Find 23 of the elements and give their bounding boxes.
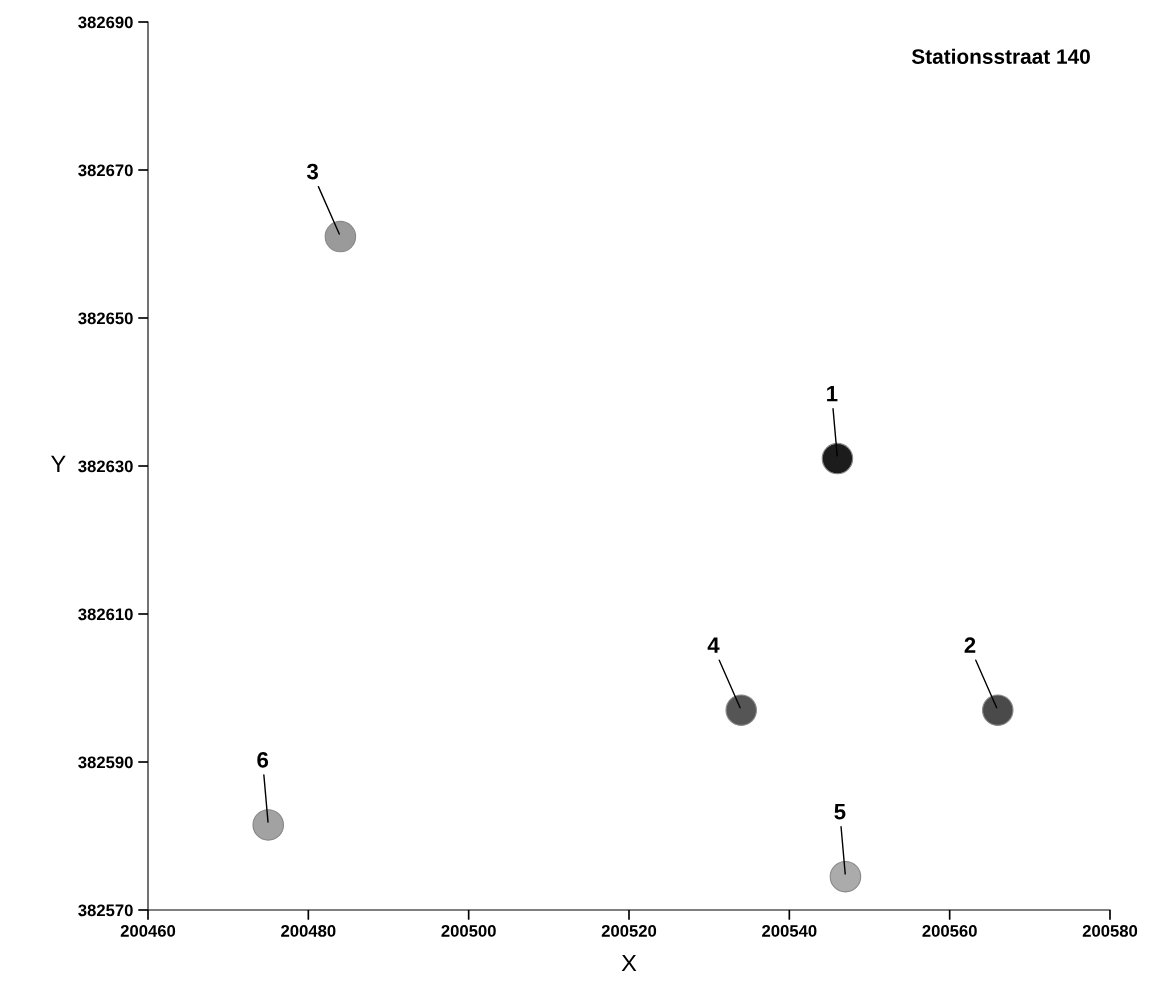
x-axis-title: X — [621, 954, 637, 972]
x-tick-label: 200500 — [441, 925, 496, 937]
y-tick-label: 382570 — [78, 904, 133, 917]
y-tick-label: 382690 — [78, 16, 133, 29]
y-tick-label: 382610 — [78, 608, 133, 621]
annotation: 3 — [306, 163, 318, 180]
y-tick-label: 382590 — [78, 756, 133, 769]
x-tick-label: 200520 — [601, 925, 657, 937]
text: Stationsstraat 140 — [911, 48, 1090, 64]
annotation: 1 — [827, 385, 838, 402]
annotation: 5 — [834, 804, 846, 820]
x-tick-label: 200480 — [281, 925, 336, 937]
annotation: 4 — [707, 637, 720, 653]
annotation: 6 — [257, 751, 269, 768]
y-tick-label: 382670 — [78, 164, 133, 177]
x-tick-label: 200460 — [120, 925, 176, 937]
x-tick-label: 200580 — [1082, 925, 1138, 937]
y-tick-label: 382650 — [78, 312, 133, 325]
y-tick-label: 382630 — [78, 460, 133, 473]
annotation: 2 — [964, 637, 976, 653]
x-tick-label: 200560 — [922, 925, 977, 937]
y-axis-title: Y — [51, 455, 66, 473]
x-tick-label: 200540 — [762, 925, 817, 937]
